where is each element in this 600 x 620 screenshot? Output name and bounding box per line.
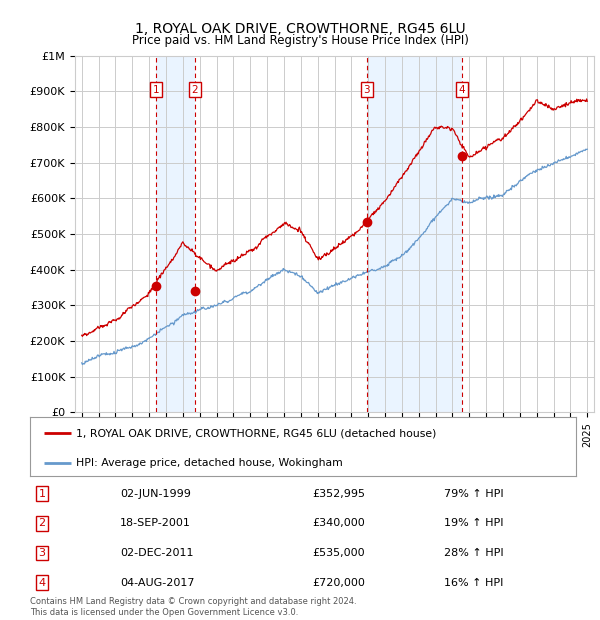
Text: 3: 3	[38, 548, 46, 558]
Bar	[367, 56, 462, 412]
Text: 18-SEP-2001: 18-SEP-2001	[120, 518, 191, 528]
Text: £340,000: £340,000	[312, 518, 365, 528]
Text: £720,000: £720,000	[312, 578, 365, 588]
Text: 1: 1	[38, 489, 46, 498]
Text: HPI: Average price, detached house, Wokingham: HPI: Average price, detached house, Woki…	[76, 458, 343, 467]
Text: 04-AUG-2017: 04-AUG-2017	[120, 578, 194, 588]
Text: 28% ↑ HPI: 28% ↑ HPI	[444, 548, 503, 558]
Text: 79% ↑ HPI: 79% ↑ HPI	[444, 489, 503, 498]
Text: Price paid vs. HM Land Registry's House Price Index (HPI): Price paid vs. HM Land Registry's House …	[131, 34, 469, 47]
Text: 1, ROYAL OAK DRIVE, CROWTHORNE, RG45 6LU: 1, ROYAL OAK DRIVE, CROWTHORNE, RG45 6LU	[134, 22, 466, 36]
Text: £535,000: £535,000	[312, 548, 365, 558]
Text: 16% ↑ HPI: 16% ↑ HPI	[444, 578, 503, 588]
Text: Contains HM Land Registry data © Crown copyright and database right 2024.
This d: Contains HM Land Registry data © Crown c…	[30, 598, 356, 617]
Bar	[156, 56, 195, 412]
Text: 1: 1	[153, 85, 160, 95]
Text: 19% ↑ HPI: 19% ↑ HPI	[444, 518, 503, 528]
Text: 02-DEC-2011: 02-DEC-2011	[120, 548, 193, 558]
Text: £352,995: £352,995	[312, 489, 365, 498]
Text: 02-JUN-1999: 02-JUN-1999	[120, 489, 191, 498]
Text: 3: 3	[364, 85, 370, 95]
Text: 4: 4	[38, 578, 46, 588]
Text: 1, ROYAL OAK DRIVE, CROWTHORNE, RG45 6LU (detached house): 1, ROYAL OAK DRIVE, CROWTHORNE, RG45 6LU…	[76, 428, 437, 438]
Text: 4: 4	[459, 85, 466, 95]
Text: 2: 2	[38, 518, 46, 528]
Text: 2: 2	[191, 85, 198, 95]
